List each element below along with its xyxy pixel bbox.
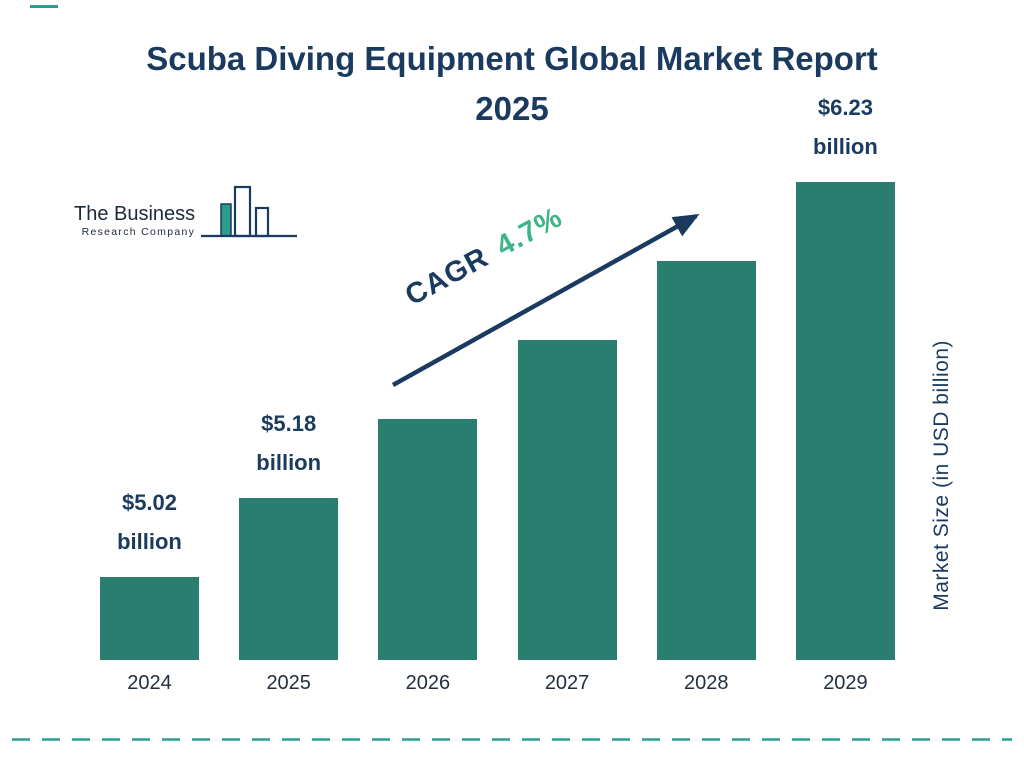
bar-2026 [378, 419, 478, 660]
bar-2024 [100, 577, 199, 660]
bar-column-2024: $5.02 billion 2024 [100, 484, 199, 694]
value-label-2025: $5.18 billion [256, 411, 322, 475]
x-tick-2027: 2027 [544, 672, 590, 694]
logo-text: The Business Research Company [74, 203, 195, 246]
company-logo: The Business Research Company [74, 184, 299, 246]
bar-column-2028: 2028 [656, 261, 756, 694]
logo-bar-chart-icon [201, 185, 298, 238]
bar-chart: $5.02 billion 2024 $5.18 billion 2025 2026 2027… [100, 89, 895, 694]
logo-name: The Business [74, 203, 196, 225]
logo-subname: Research Company [81, 226, 196, 238]
page-title: Scuba Diving Equipment Global Market Rep… [146, 40, 878, 127]
top-left-dash-decoration [30, 5, 58, 8]
bar-2028 [656, 261, 756, 660]
y-axis-label: Market Size (in USD billion) [930, 340, 953, 611]
bar-2027 [517, 340, 617, 660]
bar-column-2029: $6.23 billion 2029 [795, 89, 895, 694]
bar-2029 [795, 182, 895, 660]
x-tick-2028: 2028 [684, 672, 729, 694]
x-tick-2029: 2029 [823, 672, 868, 694]
value-label-2024: $5.02 billion [117, 490, 182, 554]
bar-column-2027: 2027 [517, 340, 617, 694]
x-tick-2025: 2025 [266, 672, 311, 694]
bottom-dashed-line [12, 738, 1012, 741]
bar-column-2025: $5.18 billion 2025 [239, 405, 339, 694]
bar-2025 [239, 498, 339, 660]
x-tick-2024: 2024 [127, 672, 172, 694]
x-tick-2026: 2026 [405, 672, 451, 694]
value-label-2029: $6.23 billion [813, 95, 878, 159]
bar-column-2026: 2026 [378, 419, 478, 694]
